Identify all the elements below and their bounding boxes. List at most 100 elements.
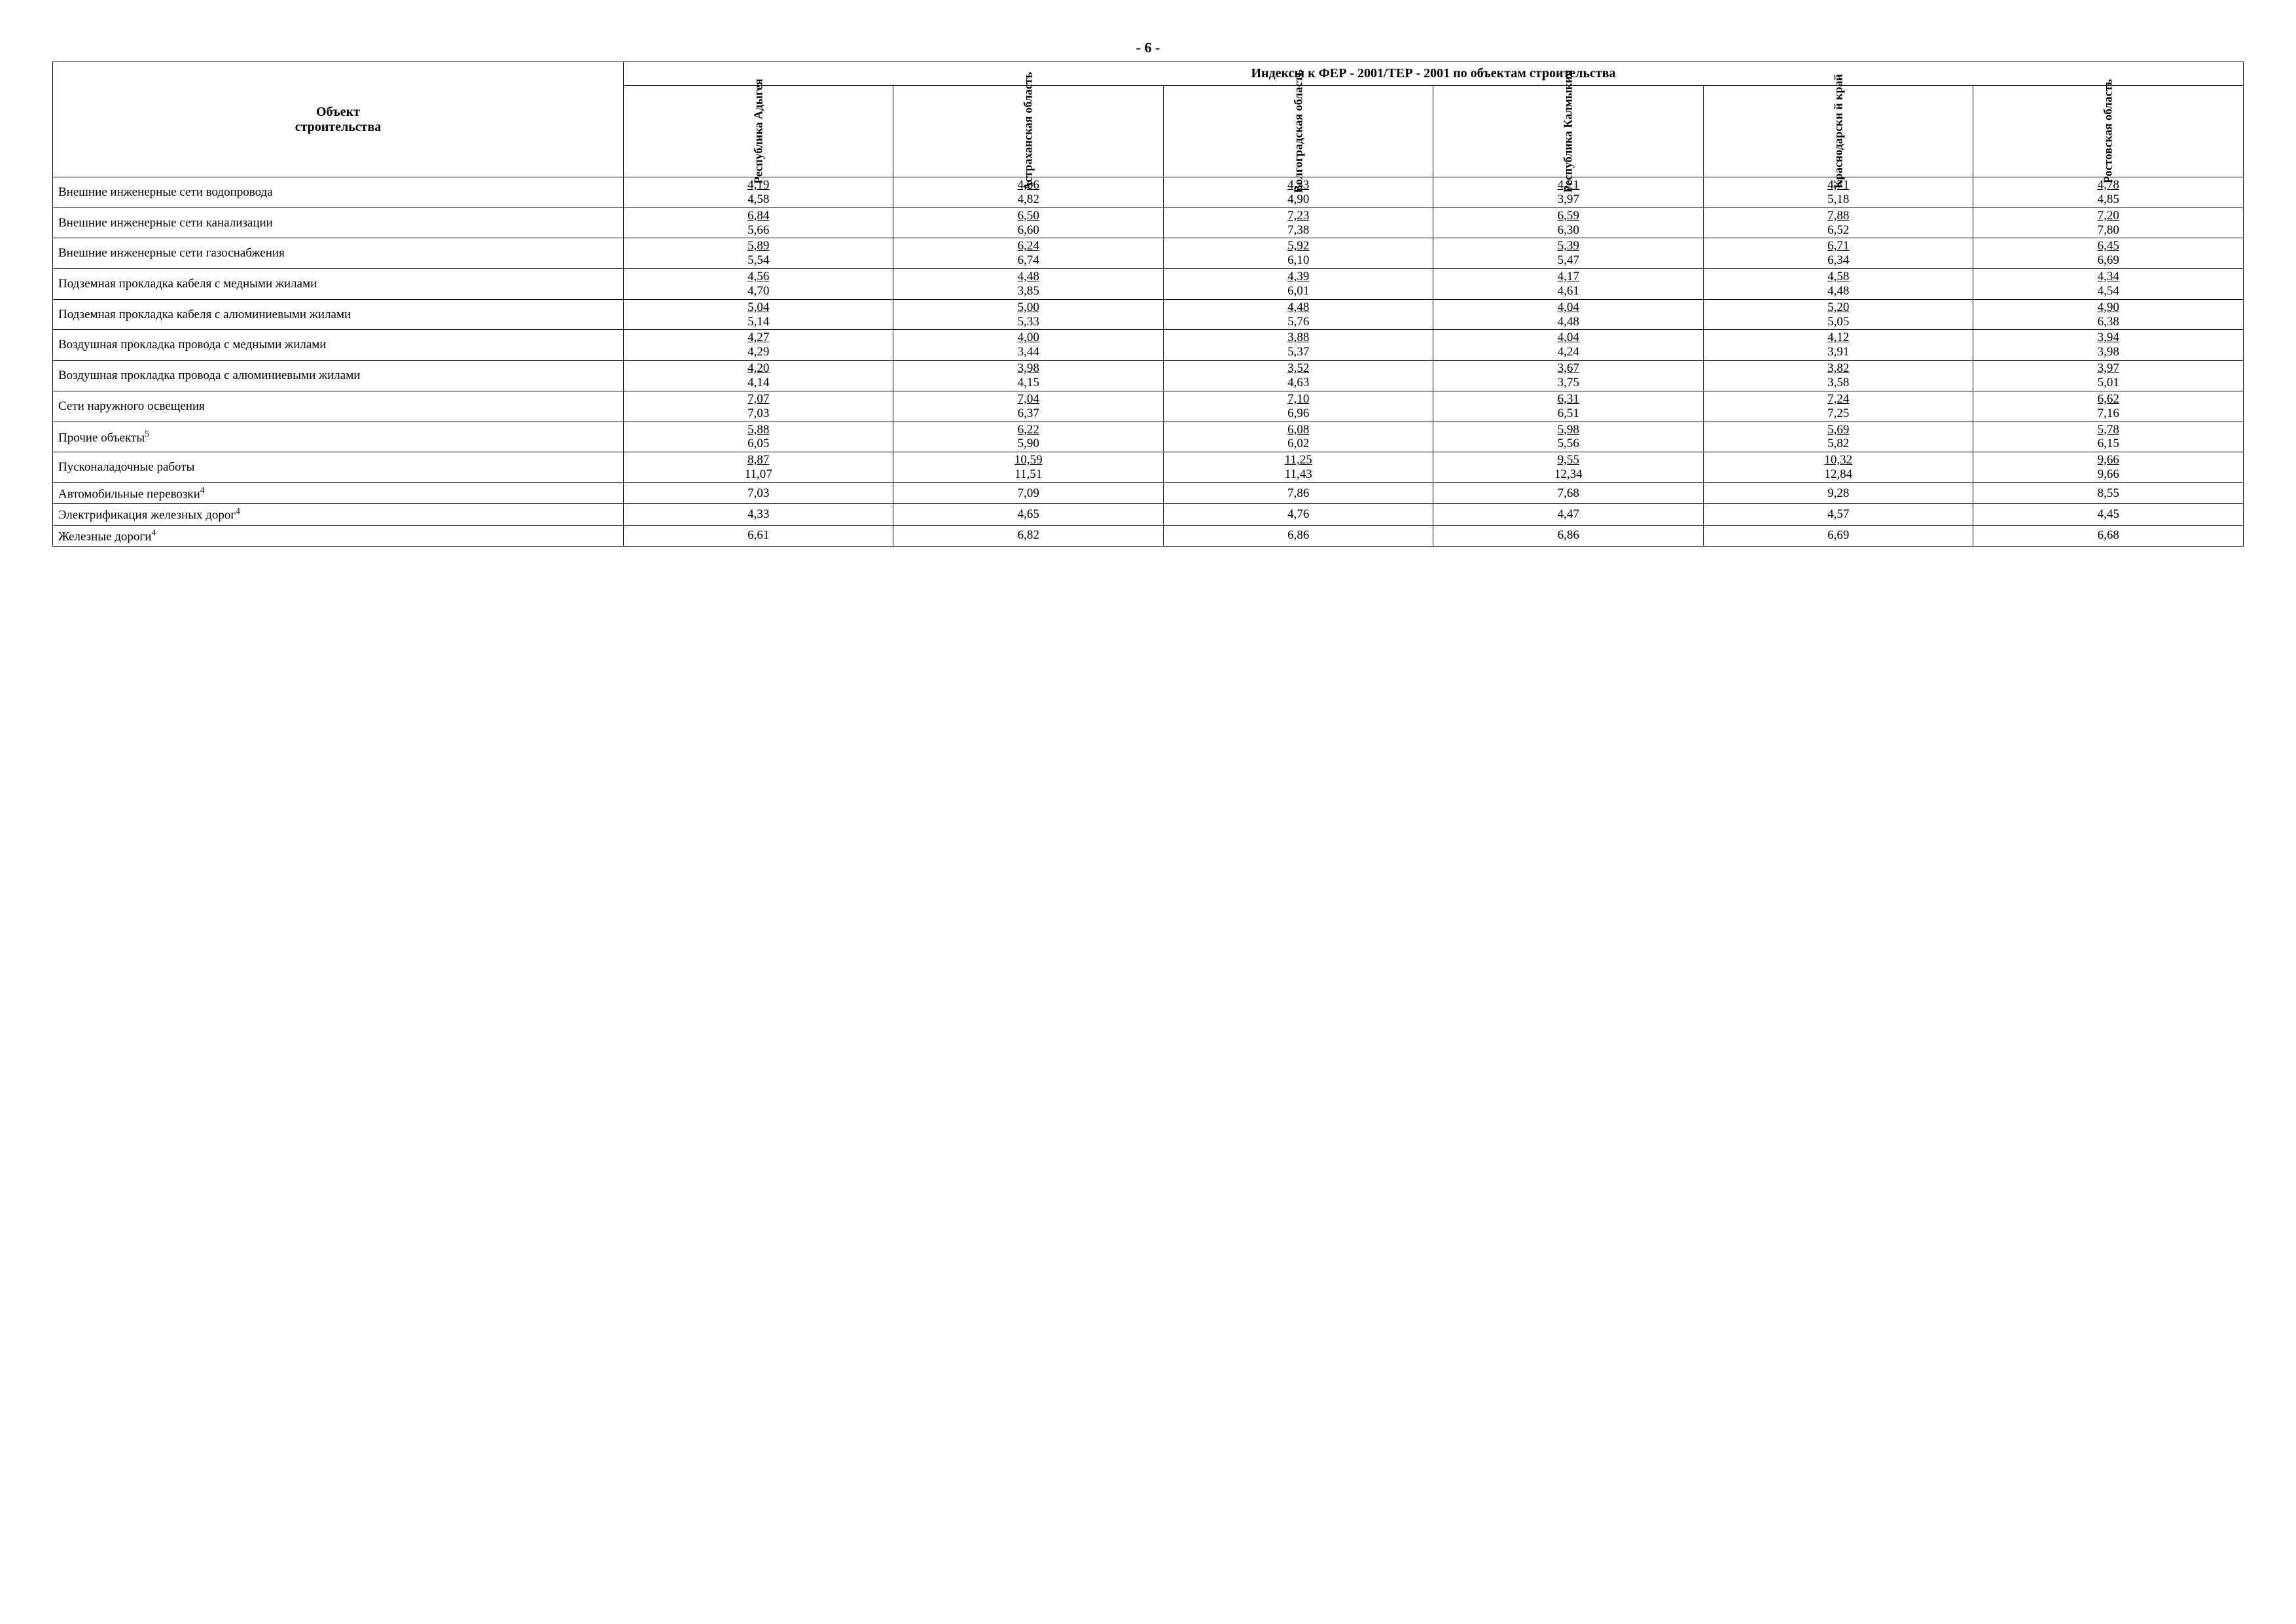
value-cell: 4,204,14 — [623, 361, 893, 391]
table-body: Внешние инженерные сети водопровода4,194… — [53, 177, 2244, 547]
value-top: 7,07 — [624, 391, 893, 406]
value-single: 7,03 — [624, 485, 893, 502]
value-bottom: 9,66 — [1973, 467, 2243, 482]
value-top: 4,48 — [893, 269, 1163, 284]
footnote-ref: 4 — [236, 506, 240, 516]
value-top: 5,98 — [1433, 422, 1703, 437]
value-top: 3,67 — [1433, 361, 1703, 376]
value-cell: 7,106,96 — [1163, 391, 1433, 422]
value-bottom: 4,24 — [1433, 345, 1703, 360]
value-cell: 11,2511,43 — [1163, 452, 1433, 483]
header-main: Индексы к ФЕР - 2001/ТЕР - 2001 по объек… — [623, 62, 2243, 86]
table-row: Внешние инженерные сети водопровода4,194… — [53, 177, 2244, 208]
value-top: 7,24 — [1704, 391, 1973, 406]
table-row: Железные дороги46,616,826,866,866,696,68 — [53, 525, 2244, 546]
value-bottom: 12,84 — [1704, 467, 1973, 482]
value-top: 3,88 — [1164, 330, 1433, 345]
table-row: Пусконаладочные работы8,8711,0710,5911,5… — [53, 452, 2244, 483]
value-cell: 4,396,01 — [1163, 269, 1433, 300]
table-row: Прочие объекты55,886,056,225,906,086,025… — [53, 422, 2244, 452]
row-label: Подземная прокладка кабеля с алюминиевым… — [53, 299, 624, 330]
value-single: 6,61 — [624, 527, 893, 544]
value-single: 8,55 — [1973, 485, 2243, 502]
value-top: 10,32 — [1704, 452, 1973, 467]
value-top: 7,04 — [893, 391, 1163, 406]
col-header-1-text: Астраханская область — [1022, 0, 1035, 263]
value-top: 4,58 — [1704, 269, 1973, 284]
row-label: Воздушная прокладка провода с медными жи… — [53, 330, 624, 361]
value-cell: 3,984,15 — [893, 361, 1164, 391]
value-cell: 4,47 — [1433, 504, 1704, 525]
value-bottom: 6,02 — [1164, 437, 1433, 452]
value-top: 7,10 — [1164, 391, 1433, 406]
row-label: Прочие объекты5 — [53, 422, 624, 452]
value-bottom: 5,90 — [893, 437, 1163, 452]
value-cell: 9,5512,34 — [1433, 452, 1704, 483]
value-bottom: 4,63 — [1164, 376, 1433, 391]
value-cell: 10,3212,84 — [1703, 452, 1973, 483]
value-bottom: 7,16 — [1973, 406, 2243, 422]
value-single: 6,69 — [1704, 527, 1973, 544]
value-cell: 5,045,14 — [623, 299, 893, 330]
value-single: 7,68 — [1433, 485, 1703, 502]
value-top: 3,82 — [1704, 361, 1973, 376]
table-row: Электрификация железных дорог44,334,654,… — [53, 504, 2244, 525]
value-single: 4,33 — [624, 506, 893, 523]
value-top: 9,66 — [1973, 452, 2243, 467]
value-cell: 9,669,66 — [1973, 452, 2244, 483]
value-top: 3,98 — [893, 361, 1163, 376]
row-label: Электрификация железных дорог4 — [53, 504, 624, 525]
col-header-1: Астраханская область — [893, 86, 1164, 177]
value-single: 6,86 — [1433, 527, 1703, 544]
value-bottom: 5,82 — [1704, 437, 1973, 452]
value-single: 4,47 — [1433, 506, 1703, 523]
value-cell: 4,485,76 — [1163, 299, 1433, 330]
value-top: 3,94 — [1973, 330, 2243, 345]
value-bottom: 11,07 — [624, 467, 893, 482]
value-cell: 4,044,48 — [1433, 299, 1704, 330]
value-bottom: 3,44 — [893, 345, 1163, 360]
value-top: 6,22 — [893, 422, 1163, 437]
value-bottom: 7,03 — [624, 406, 893, 422]
value-bottom: 11,51 — [893, 467, 1163, 482]
value-cell: 6,68 — [1973, 525, 2244, 546]
header-object-text: Объект строительства — [295, 105, 382, 134]
value-bottom: 5,05 — [1704, 315, 1973, 330]
value-bottom: 4,48 — [1704, 284, 1973, 299]
value-bottom: 5,76 — [1164, 315, 1433, 330]
row-label: Воздушная прокладка провода с алюминиевы… — [53, 361, 624, 391]
value-top: 4,17 — [1433, 269, 1703, 284]
value-bottom: 6,15 — [1973, 437, 2243, 452]
footnote-ref: 5 — [145, 429, 149, 439]
value-bottom: 6,05 — [624, 437, 893, 452]
value-bottom: 3,58 — [1704, 376, 1973, 391]
header-object: Объект строительства — [53, 62, 624, 177]
value-cell: 4,174,61 — [1433, 269, 1704, 300]
row-label: Автомобильные перевозки4 — [53, 482, 624, 503]
value-single: 6,86 — [1164, 527, 1433, 544]
value-cell: 5,205,05 — [1703, 299, 1973, 330]
col-header-0-text: Республика Адыгея — [751, 0, 765, 263]
value-cell: 4,123,91 — [1703, 330, 1973, 361]
value-cell: 10,5911,51 — [893, 452, 1164, 483]
col-header-3-text: Республика Калмыкия — [1562, 0, 1575, 263]
value-cell: 7,077,03 — [623, 391, 893, 422]
value-cell: 7,68 — [1433, 482, 1704, 503]
col-header-5: Ростовская область — [1973, 86, 2244, 177]
value-top: 6,08 — [1164, 422, 1433, 437]
value-bottom: 4,48 — [1433, 315, 1703, 330]
value-top: 5,00 — [893, 300, 1163, 315]
value-cell: 4,57 — [1703, 504, 1973, 525]
value-cell: 3,524,63 — [1163, 361, 1433, 391]
value-cell: 3,673,75 — [1433, 361, 1704, 391]
value-top: 4,00 — [893, 330, 1163, 345]
value-cell: 3,823,58 — [1703, 361, 1973, 391]
value-cell: 3,975,01 — [1973, 361, 2244, 391]
value-cell: 4,45 — [1973, 504, 2244, 525]
value-cell: 4,33 — [623, 504, 893, 525]
value-bottom: 7,25 — [1704, 406, 1973, 422]
table-row: Воздушная прокладка провода с медными жи… — [53, 330, 2244, 361]
value-cell: 6,316,51 — [1433, 391, 1704, 422]
value-cell: 6,69 — [1703, 525, 1973, 546]
value-bottom: 6,01 — [1164, 284, 1433, 299]
